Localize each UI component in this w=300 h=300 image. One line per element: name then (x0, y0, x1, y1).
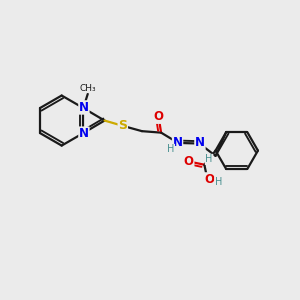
Text: O: O (205, 173, 215, 186)
Text: N: N (172, 136, 183, 148)
Text: O: O (184, 155, 194, 168)
Text: CH₃: CH₃ (80, 83, 96, 92)
Text: H: H (206, 154, 213, 164)
Text: N: N (195, 136, 205, 149)
Text: H: H (167, 144, 175, 154)
Text: H: H (215, 177, 222, 188)
Text: S: S (118, 119, 127, 132)
Text: N: N (79, 101, 89, 114)
Text: O: O (154, 110, 164, 123)
Text: N: N (79, 127, 89, 140)
